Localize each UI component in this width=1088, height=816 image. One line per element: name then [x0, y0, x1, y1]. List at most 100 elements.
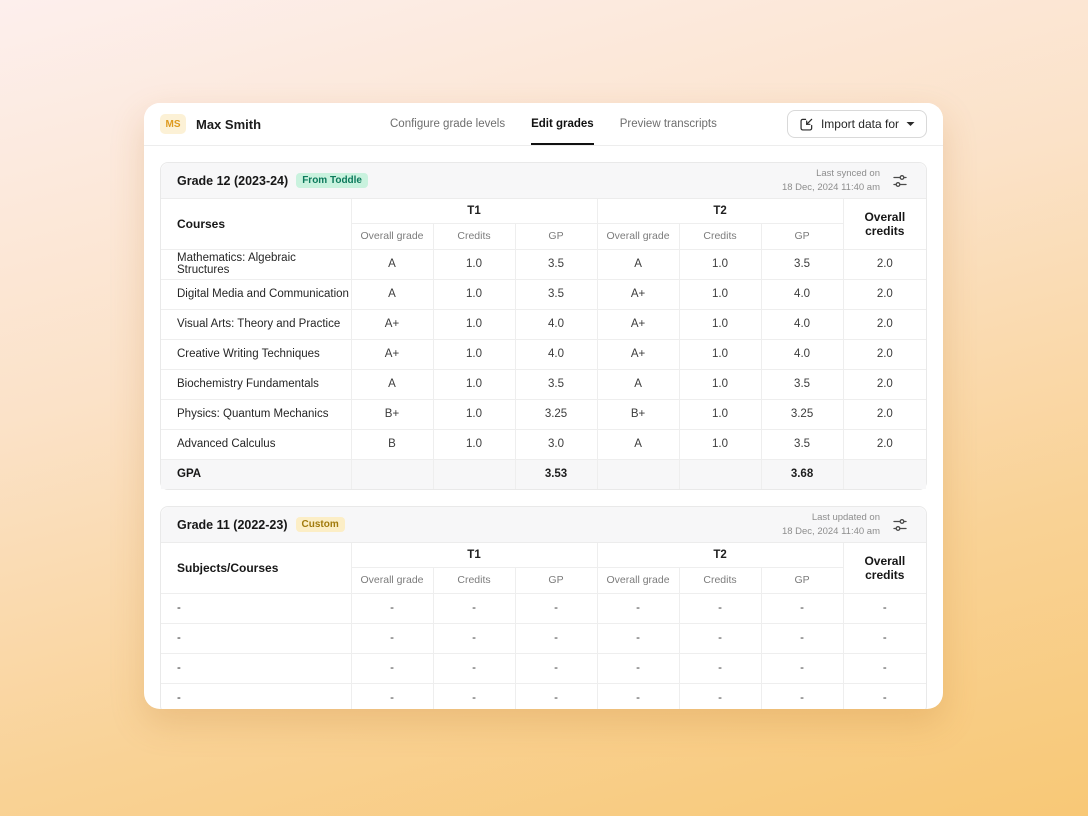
- grade-value-cell[interactable]: -: [350, 652, 434, 684]
- grade-value-cell[interactable]: -: [432, 622, 516, 654]
- grade-value-cell[interactable]: 3.5: [514, 368, 598, 400]
- grade-value-cell[interactable]: -: [432, 592, 516, 624]
- table-row: Biochemistry Fundamentals A 1.0 3.5 A 1.0 3.5 2…: [160, 368, 927, 400]
- grade-value-cell[interactable]: B: [350, 428, 434, 460]
- grade-value-cell[interactable]: 4.0: [760, 278, 844, 310]
- student-avatar: MS: [160, 114, 186, 134]
- grade-value-cell[interactable]: -: [596, 682, 680, 709]
- table-settings-button[interactable]: [890, 515, 910, 535]
- grade-value-cell[interactable]: 1.0: [432, 398, 516, 430]
- grade-value-cell[interactable]: 1.0: [432, 338, 516, 370]
- grade-value-cell[interactable]: -: [842, 682, 927, 709]
- grade-value-cell[interactable]: A: [596, 368, 680, 400]
- grade-value-cell[interactable]: -: [350, 592, 434, 624]
- grade-value-cell[interactable]: -: [678, 652, 762, 684]
- grade-value-cell[interactable]: 1.0: [432, 308, 516, 340]
- grade-value-cell[interactable]: 1.0: [432, 278, 516, 310]
- import-data-button[interactable]: Import data for: [786, 110, 927, 138]
- grade-value-cell[interactable]: 1.0: [678, 308, 762, 340]
- grade-value-cell[interactable]: -: [842, 592, 927, 624]
- grade-value-cell[interactable]: 1.0: [678, 368, 762, 400]
- grade-value-cell[interactable]: -: [842, 622, 927, 654]
- section-grade-12-header: Grade 12 (2023-24) From Toddle Last sync…: [161, 163, 926, 199]
- grade-value-cell[interactable]: 1.0: [432, 428, 516, 460]
- grade-value-cell[interactable]: -: [514, 652, 598, 684]
- grade-value-cell[interactable]: -: [760, 622, 844, 654]
- grade-value-cell[interactable]: 1.0: [678, 428, 762, 460]
- grade-value-cell[interactable]: 3.25: [760, 398, 844, 430]
- grade-value-cell[interactable]: A+: [350, 338, 434, 370]
- grade-value-cell[interactable]: -: [760, 592, 844, 624]
- grade-value-cell[interactable]: A: [596, 248, 680, 280]
- grade-value-cell[interactable]: 3.25: [514, 398, 598, 430]
- grade-value-cell[interactable]: 3.5: [760, 428, 844, 460]
- grade-value-cell[interactable]: -: [678, 622, 762, 654]
- grade-value-cell[interactable]: 3.5: [760, 248, 844, 280]
- grade-value-cell[interactable]: 1.0: [678, 338, 762, 370]
- grade-value-cell[interactable]: -: [596, 652, 680, 684]
- grade-value-cell[interactable]: 4.0: [514, 338, 598, 370]
- tab-preview-transcripts[interactable]: Preview transcripts: [619, 118, 717, 130]
- grade-value-cell[interactable]: 3.5: [514, 248, 598, 280]
- tab-configure-grade-levels[interactable]: Configure grade levels: [390, 118, 506, 130]
- grade-value-cell[interactable]: 4.0: [760, 338, 844, 370]
- grade-value-cell[interactable]: -: [432, 682, 516, 709]
- empty-cell: [432, 458, 516, 490]
- grade-value-cell[interactable]: 1.0: [678, 398, 762, 430]
- grade-value-cell[interactable]: 1.0: [678, 248, 762, 280]
- grade-value-cell[interactable]: A+: [350, 308, 434, 340]
- grade-value-cell[interactable]: B+: [350, 398, 434, 430]
- grade-value-cell[interactable]: 2.0: [842, 368, 927, 400]
- subheader-overall-grade: Overall grade: [596, 566, 680, 594]
- grade-value-cell[interactable]: A+: [596, 308, 680, 340]
- grade-value-cell[interactable]: 3.0: [514, 428, 598, 460]
- grade-value-cell[interactable]: A: [350, 248, 434, 280]
- chevron-down-icon: [906, 121, 915, 127]
- grade-value-cell[interactable]: -: [514, 592, 598, 624]
- grade-value-cell[interactable]: 2.0: [842, 248, 927, 280]
- grade-value-cell[interactable]: -: [350, 682, 434, 709]
- grade-value-cell[interactable]: -: [596, 622, 680, 654]
- column-header-t1: T1: [350, 198, 598, 224]
- subheader-credits: Credits: [678, 222, 762, 250]
- grade-value-cell[interactable]: 2.0: [842, 278, 927, 310]
- grade-value-cell[interactable]: A+: [596, 278, 680, 310]
- table-row: Creative Writing Techniques A+ 1.0 4.0 A+ 1.0…: [160, 338, 927, 370]
- tab-edit-grades[interactable]: Edit grades: [531, 103, 594, 145]
- course-name-cell: Visual Arts: Theory and Practice: [160, 308, 352, 340]
- grade-value-cell[interactable]: A+: [596, 338, 680, 370]
- grade-value-cell[interactable]: 2.0: [842, 338, 927, 370]
- grade-value-cell[interactable]: 4.0: [760, 308, 844, 340]
- grade-value-cell[interactable]: 2.0: [842, 428, 927, 460]
- grade-value-cell[interactable]: -: [350, 622, 434, 654]
- student-name: Max Smith: [196, 116, 262, 132]
- grade-value-cell[interactable]: -: [596, 592, 680, 624]
- grade-value-cell[interactable]: A: [350, 368, 434, 400]
- course-name-cell: -: [160, 682, 352, 709]
- grade-value-cell[interactable]: 1.0: [432, 368, 516, 400]
- grade-value-cell[interactable]: A: [596, 428, 680, 460]
- gpa-row: GPA 3.53 3.68: [160, 458, 927, 490]
- grade-value-cell[interactable]: 3.5: [514, 278, 598, 310]
- grade-value-cell[interactable]: -: [514, 682, 598, 709]
- grade-value-cell[interactable]: 2.0: [842, 308, 927, 340]
- empty-cell: [842, 458, 927, 490]
- grade-value-cell[interactable]: 1.0: [432, 248, 516, 280]
- grade-value-cell[interactable]: -: [760, 682, 844, 709]
- grade-value-cell[interactable]: 1.0: [678, 278, 762, 310]
- grade-value-cell[interactable]: -: [514, 622, 598, 654]
- grade-value-cell[interactable]: -: [432, 652, 516, 684]
- grade-value-cell[interactable]: -: [678, 682, 762, 709]
- grade-value-cell[interactable]: 4.0: [514, 308, 598, 340]
- course-name-cell: -: [160, 622, 352, 654]
- gpa-label: GPA: [160, 458, 352, 490]
- grade-value-cell[interactable]: -: [842, 652, 927, 684]
- table-settings-button[interactable]: [890, 171, 910, 191]
- grade-value-cell[interactable]: 2.0: [842, 398, 927, 430]
- grade-value-cell[interactable]: -: [760, 652, 844, 684]
- gpa-t2-value: 3.68: [760, 458, 844, 490]
- grade-value-cell[interactable]: A: [350, 278, 434, 310]
- grade-value-cell[interactable]: B+: [596, 398, 680, 430]
- grade-value-cell[interactable]: -: [678, 592, 762, 624]
- grade-value-cell[interactable]: 3.5: [760, 368, 844, 400]
